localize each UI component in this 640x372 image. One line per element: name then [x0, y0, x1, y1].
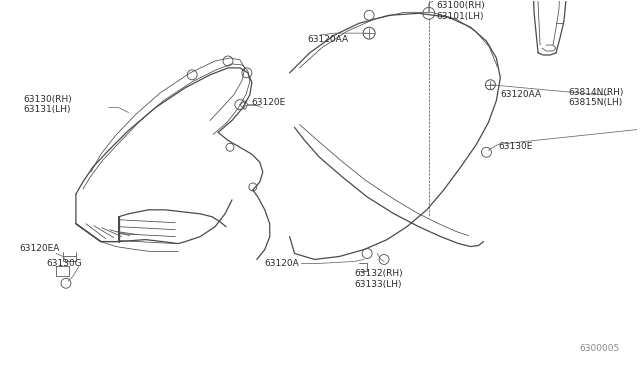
Text: 63120AA: 63120AA [500, 90, 541, 99]
Text: 63130G: 63130G [46, 259, 82, 269]
Text: 63132(RH)
63133(LH): 63132(RH) 63133(LH) [354, 269, 403, 289]
Text: 63120AA: 63120AA [307, 35, 349, 44]
Text: 63120EA: 63120EA [19, 244, 60, 253]
Text: 63814N(RH)
63815N(LH): 63814N(RH) 63815N(LH) [568, 88, 623, 107]
Text: 63120A: 63120A [265, 259, 300, 269]
Text: 63130(RH)
63131(LH): 63130(RH) 63131(LH) [23, 95, 72, 114]
Text: 6300005: 6300005 [580, 344, 620, 353]
Text: 63130E: 63130E [499, 142, 532, 151]
Text: 63120E: 63120E [252, 98, 286, 107]
Text: 63100(RH)
63101(LH): 63100(RH) 63101(LH) [436, 1, 486, 21]
